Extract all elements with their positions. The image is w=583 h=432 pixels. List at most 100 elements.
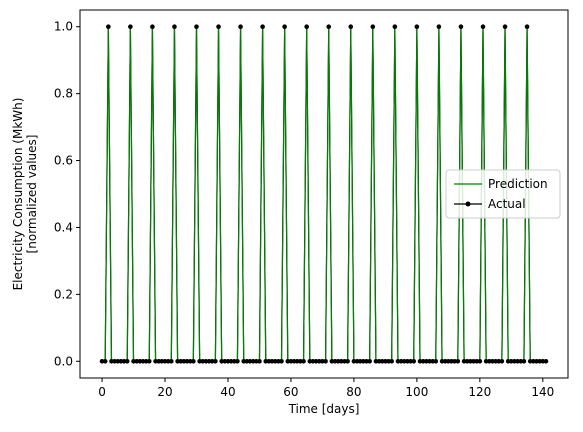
actual-point-101 <box>417 358 423 364</box>
actual-point-112 <box>452 358 457 364</box>
actual-point-26 <box>181 358 187 364</box>
x-axis-ticks: 0 20 40 60 80 100 120 140 <box>98 378 554 399</box>
actual-point-115 <box>461 358 467 364</box>
actual-point-39 <box>222 358 228 364</box>
actual-point-27 <box>184 358 190 364</box>
actual-point-30 <box>194 24 199 30</box>
y-axis-ticks: 0.0 0.2 0.4 0.6 0.8 1.0 <box>54 20 80 368</box>
actual-point-0 <box>99 358 105 364</box>
y-tick-label-4: 0.8 <box>54 87 73 101</box>
actual-point-132 <box>515 358 520 364</box>
actual-point-35 <box>209 358 215 364</box>
x-tick-label-40: 40 <box>220 385 235 399</box>
actual-point-89 <box>379 358 385 364</box>
actual-point-59 <box>285 358 291 364</box>
actual-point-100 <box>414 24 420 30</box>
actual-point-83 <box>361 358 366 364</box>
actual-point-45 <box>241 358 247 364</box>
actual-point-136 <box>527 358 533 364</box>
actual-point-76 <box>339 358 344 364</box>
actual-point-9 <box>128 24 133 30</box>
actual-point-72 <box>326 24 332 30</box>
actual-point-129 <box>505 358 511 364</box>
y-axis-title: Electricity Consumption (MkWh)[normalize… <box>11 98 39 291</box>
actual-point-28 <box>187 358 193 364</box>
actual-point-6 <box>118 358 124 364</box>
actual-point-29 <box>191 358 196 364</box>
actual-point-86 <box>370 24 376 30</box>
actual-point-22 <box>169 358 174 364</box>
y-tick-label-0: 0.0 <box>54 354 73 368</box>
x-tick-label-60: 60 <box>283 385 298 399</box>
actual-point-41 <box>228 358 234 364</box>
actual-point-4 <box>112 358 117 364</box>
actual-point-81 <box>354 358 360 364</box>
actual-point-141 <box>543 358 549 364</box>
actual-point-15 <box>146 358 152 364</box>
actual-point-49 <box>254 358 259 364</box>
actual-point-36 <box>213 358 218 364</box>
actual-point-77 <box>342 358 347 364</box>
actual-point-94 <box>395 358 401 364</box>
actual-point-40 <box>225 358 231 364</box>
actual-point-139 <box>537 358 542 364</box>
actual-point-21 <box>165 358 171 364</box>
y-tick-label-1: 0.2 <box>54 287 73 301</box>
actual-point-126 <box>496 358 502 364</box>
actual-point-105 <box>430 358 435 364</box>
actual-point-78 <box>345 358 350 364</box>
actual-point-58 <box>282 24 287 30</box>
actual-point-117 <box>468 358 473 364</box>
actual-point-47 <box>247 358 253 364</box>
actual-point-43 <box>235 358 240 364</box>
actual-point-73 <box>329 358 335 364</box>
actual-point-133 <box>518 358 524 364</box>
actual-point-16 <box>150 24 155 30</box>
x-tick-label-120: 120 <box>468 385 491 399</box>
actual-point-31 <box>197 358 202 364</box>
actual-point-32 <box>200 358 206 364</box>
actual-point-96 <box>401 358 407 364</box>
x-tick-label-0: 0 <box>98 385 106 399</box>
actual-point-88 <box>376 358 382 364</box>
actual-point-82 <box>357 358 363 364</box>
actual-point-102 <box>420 358 426 364</box>
actual-point-97 <box>405 358 410 364</box>
y-tick-label-5: 1.0 <box>54 20 73 34</box>
actual-point-51 <box>260 24 265 30</box>
x-tick-label-100: 100 <box>405 385 428 399</box>
actual-point-91 <box>386 358 391 364</box>
x-tick-label-20: 20 <box>157 385 172 399</box>
y-tick-label-2: 0.4 <box>54 220 73 234</box>
actual-point-87 <box>373 358 379 364</box>
plot-markers <box>99 24 549 364</box>
actual-point-119 <box>474 358 479 364</box>
actual-point-106 <box>433 358 439 364</box>
legend-marker-actual <box>465 201 471 207</box>
actual-point-113 <box>455 358 461 364</box>
actual-point-127 <box>499 358 505 364</box>
y-axis-title-text: Electricity Consumption (MkWh)[normalize… <box>11 98 39 291</box>
actual-point-18 <box>156 358 162 364</box>
actual-point-121 <box>480 24 486 30</box>
x-tick-label-80: 80 <box>346 385 361 399</box>
actual-point-138 <box>534 358 539 364</box>
actual-point-118 <box>471 358 476 364</box>
actual-point-120 <box>477 358 483 364</box>
actual-point-33 <box>203 358 209 364</box>
actual-point-114 <box>458 24 464 30</box>
actual-point-84 <box>364 358 369 364</box>
actual-point-130 <box>509 358 514 364</box>
actual-point-12 <box>137 358 143 364</box>
actual-point-134 <box>521 358 527 364</box>
actual-point-48 <box>250 358 256 364</box>
actual-point-61 <box>291 358 297 364</box>
actual-point-55 <box>272 358 278 364</box>
actual-point-104 <box>427 358 432 364</box>
x-tick-label-140: 140 <box>531 385 554 399</box>
actual-point-24 <box>175 358 180 364</box>
actual-point-14 <box>143 358 149 364</box>
actual-point-92 <box>389 358 394 364</box>
